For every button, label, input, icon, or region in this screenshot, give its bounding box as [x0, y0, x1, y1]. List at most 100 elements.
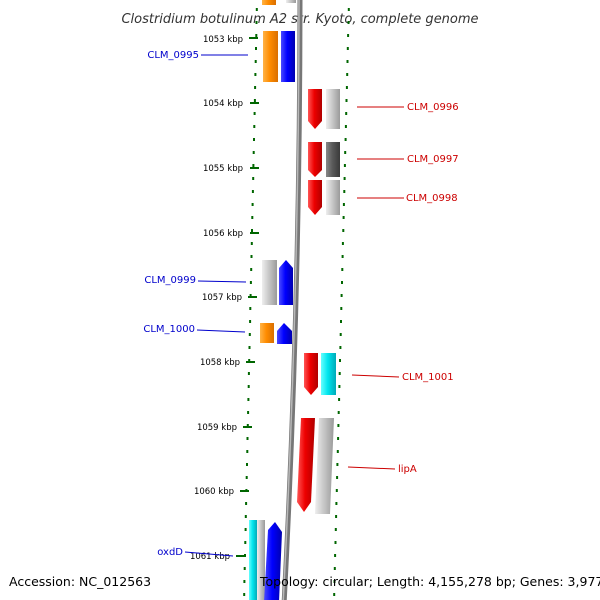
gene-block-grey[interactable]: [262, 260, 277, 305]
strand-dot: [249, 320, 252, 323]
gene-block-grey[interactable]: [326, 180, 340, 215]
strand-dot: [250, 255, 253, 258]
kbp-tick: 1055 kbp: [203, 164, 259, 174]
gene-label-clm-0995[interactable]: CLM_0995: [147, 50, 248, 61]
gene-arrow-red[interactable]: [297, 418, 315, 512]
gene-block-grey[interactable]: [257, 520, 265, 600]
kbp-label: 1053 kbp: [203, 35, 243, 45]
strand-dot: [337, 437, 340, 440]
gene-block-blue[interactable]: [281, 31, 295, 82]
strand-dot: [338, 385, 341, 388]
strand-dot: [255, 47, 257, 50]
gene-arrow-red[interactable]: [308, 89, 322, 129]
gene-arrow-blue[interactable]: [264, 522, 282, 600]
kbp-tick-mark: [250, 232, 259, 234]
strand-dot: [254, 60, 257, 63]
gene-name: CLM_1001: [402, 372, 454, 383]
strand-dot: [250, 268, 253, 271]
genome-backbone: [281, 0, 303, 600]
strand-dot: [252, 177, 255, 180]
gene-label-clm-0997[interactable]: CLM_0997: [357, 154, 459, 165]
strand-dot: [335, 489, 338, 492]
strand-dot: [340, 307, 343, 310]
kbp-label: 1055 kbp: [203, 164, 243, 174]
strand-dot: [247, 372, 250, 375]
gene-arrow-red[interactable]: [308, 142, 322, 177]
gene-arrow-red[interactable]: [308, 180, 322, 215]
gene-label-clm-1000[interactable]: CLM_1000: [143, 324, 246, 335]
gene-glyphs-reverse: [286, 0, 340, 514]
strand-dot: [344, 125, 347, 128]
strand-dot: [334, 528, 337, 531]
gene-label-clm-0999[interactable]: CLM_0999: [144, 275, 247, 286]
gene-labels: CLM_0995 CLM_0996 CLM_0997 CLM_0998 CLM_…: [143, 50, 458, 558]
strand-dot: [340, 320, 342, 323]
strand-dot: [253, 99, 256, 102]
gene-label-lipa[interactable]: lipA: [347, 464, 417, 475]
strand-dot: [344, 138, 347, 141]
strand-dot: [347, 34, 350, 37]
gene-block-orange[interactable]: [260, 323, 274, 343]
kbp-label: 1057 kbp: [202, 293, 242, 303]
strand-dot: [346, 60, 349, 63]
gene-arrow-red[interactable]: [304, 353, 318, 395]
gene-name: lipA: [398, 464, 417, 475]
strand-dot: [343, 177, 346, 180]
strand-dot: [342, 229, 345, 232]
gene-name: CLM_0998: [406, 193, 458, 204]
gene-block-grey[interactable]: [326, 89, 340, 129]
strand-dot: [334, 554, 337, 557]
kbp-tick: 1056 kbp: [203, 229, 259, 239]
kbp-tick-mark: [240, 490, 249, 492]
right-dotted-strand: [333, 8, 350, 596]
gene-label-oxdd[interactable]: oxdD: [157, 547, 234, 558]
strand-dot: [253, 112, 256, 115]
strand-dot: [346, 47, 349, 50]
strand-dot: [253, 125, 256, 128]
gene-label-clm-0998[interactable]: CLM_0998: [357, 193, 458, 204]
strand-dot: [334, 541, 337, 544]
gene-block-grey[interactable]: [315, 418, 334, 514]
kbp-label: 1056 kbp: [203, 229, 243, 239]
kbp-label: 1054 kbp: [203, 99, 243, 109]
strand-dot: [255, 21, 258, 24]
strand-dot: [250, 242, 253, 245]
strand-dot: [244, 541, 247, 544]
strand-dot: [336, 450, 339, 453]
strand-dot: [245, 502, 248, 505]
strand-dot: [338, 398, 341, 401]
gene-block-orange[interactable]: [263, 31, 278, 82]
gene-name: CLM_0995: [147, 50, 199, 61]
strand-dot: [251, 229, 253, 232]
gene-block-darkgrey[interactable]: [326, 142, 340, 177]
gene-name: CLM_0997: [407, 154, 459, 165]
gene-block-cyan[interactable]: [249, 520, 257, 600]
strand-dot: [246, 463, 248, 466]
gene-label-clm-1001[interactable]: CLM_1001: [351, 372, 454, 383]
leader-line: [184, 551, 234, 557]
genome-summary-text: Topology: circular; Length: 4,155,278 bp…: [259, 574, 600, 589]
gene-name: CLM_0996: [407, 102, 459, 113]
gene-block-cyan[interactable]: [321, 353, 336, 395]
gene-block-orange[interactable]: [262, 0, 276, 5]
strand-dot: [251, 190, 254, 193]
kbp-tick-mark: [236, 555, 245, 557]
gene-arrow-blue[interactable]: [279, 260, 293, 305]
strand-dot: [251, 216, 254, 219]
strand-dot: [342, 216, 345, 219]
strand-dot: [243, 593, 246, 596]
strand-dot: [347, 8, 350, 11]
kbp-tick: 1057 kbp: [202, 293, 257, 303]
gene-arrow-blue[interactable]: [277, 323, 292, 344]
strand-dot: [345, 86, 348, 89]
gene-label-clm-0996[interactable]: CLM_0996: [357, 102, 459, 113]
leader-line: [197, 280, 247, 283]
gene-block-grey[interactable]: [286, 0, 296, 3]
strand-dot: [340, 294, 343, 297]
kbp-label: 1061 kbp: [190, 552, 230, 562]
strand-dot: [336, 476, 339, 479]
strand-dot: [345, 99, 348, 102]
strand-dot: [345, 112, 348, 115]
kbp-label: 1059 kbp: [197, 423, 237, 433]
